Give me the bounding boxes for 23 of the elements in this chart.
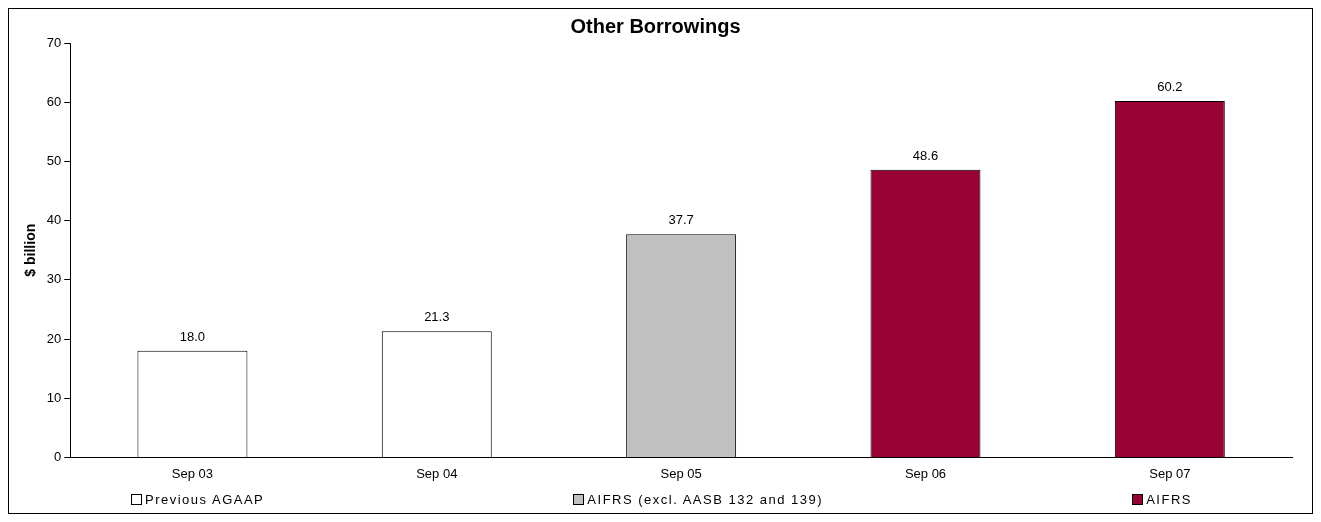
y-axis-title: $ billion [22, 223, 39, 277]
y-tick-label: 30 [46, 271, 62, 287]
x-tick-label: Sep 07 [1149, 465, 1191, 481]
data-label: 37.7 [668, 212, 694, 228]
y-tick-label: 0 [54, 448, 62, 464]
legend-label: AIFRS [1146, 491, 1192, 507]
data-label: 48.6 [912, 147, 939, 163]
data-label: 21.3 [424, 309, 450, 325]
x-tick-label: Sep 05 [660, 465, 702, 481]
y-tick-label: 60 [46, 93, 62, 109]
y-tick-label: 50 [46, 152, 62, 168]
x-tick-label: Sep 04 [416, 465, 458, 481]
data-label: 60.2 [1157, 79, 1183, 95]
x-tick-label: Sep 03 [171, 465, 214, 481]
legend-label: AIFRS (excl. AASB 132 and 139) [587, 491, 824, 507]
y-tick-label: 10 [46, 389, 62, 405]
y-tick-label: 70 [46, 34, 62, 50]
chart-title: Other Borrowings [570, 14, 741, 37]
y-tick-label: 20 [46, 330, 62, 346]
data-label: 18.0 [179, 328, 206, 344]
text: Previous AGAAP [145, 491, 265, 507]
y-tick-label: 40 [46, 212, 62, 228]
x-tick-label: Sep 06 [904, 465, 947, 481]
